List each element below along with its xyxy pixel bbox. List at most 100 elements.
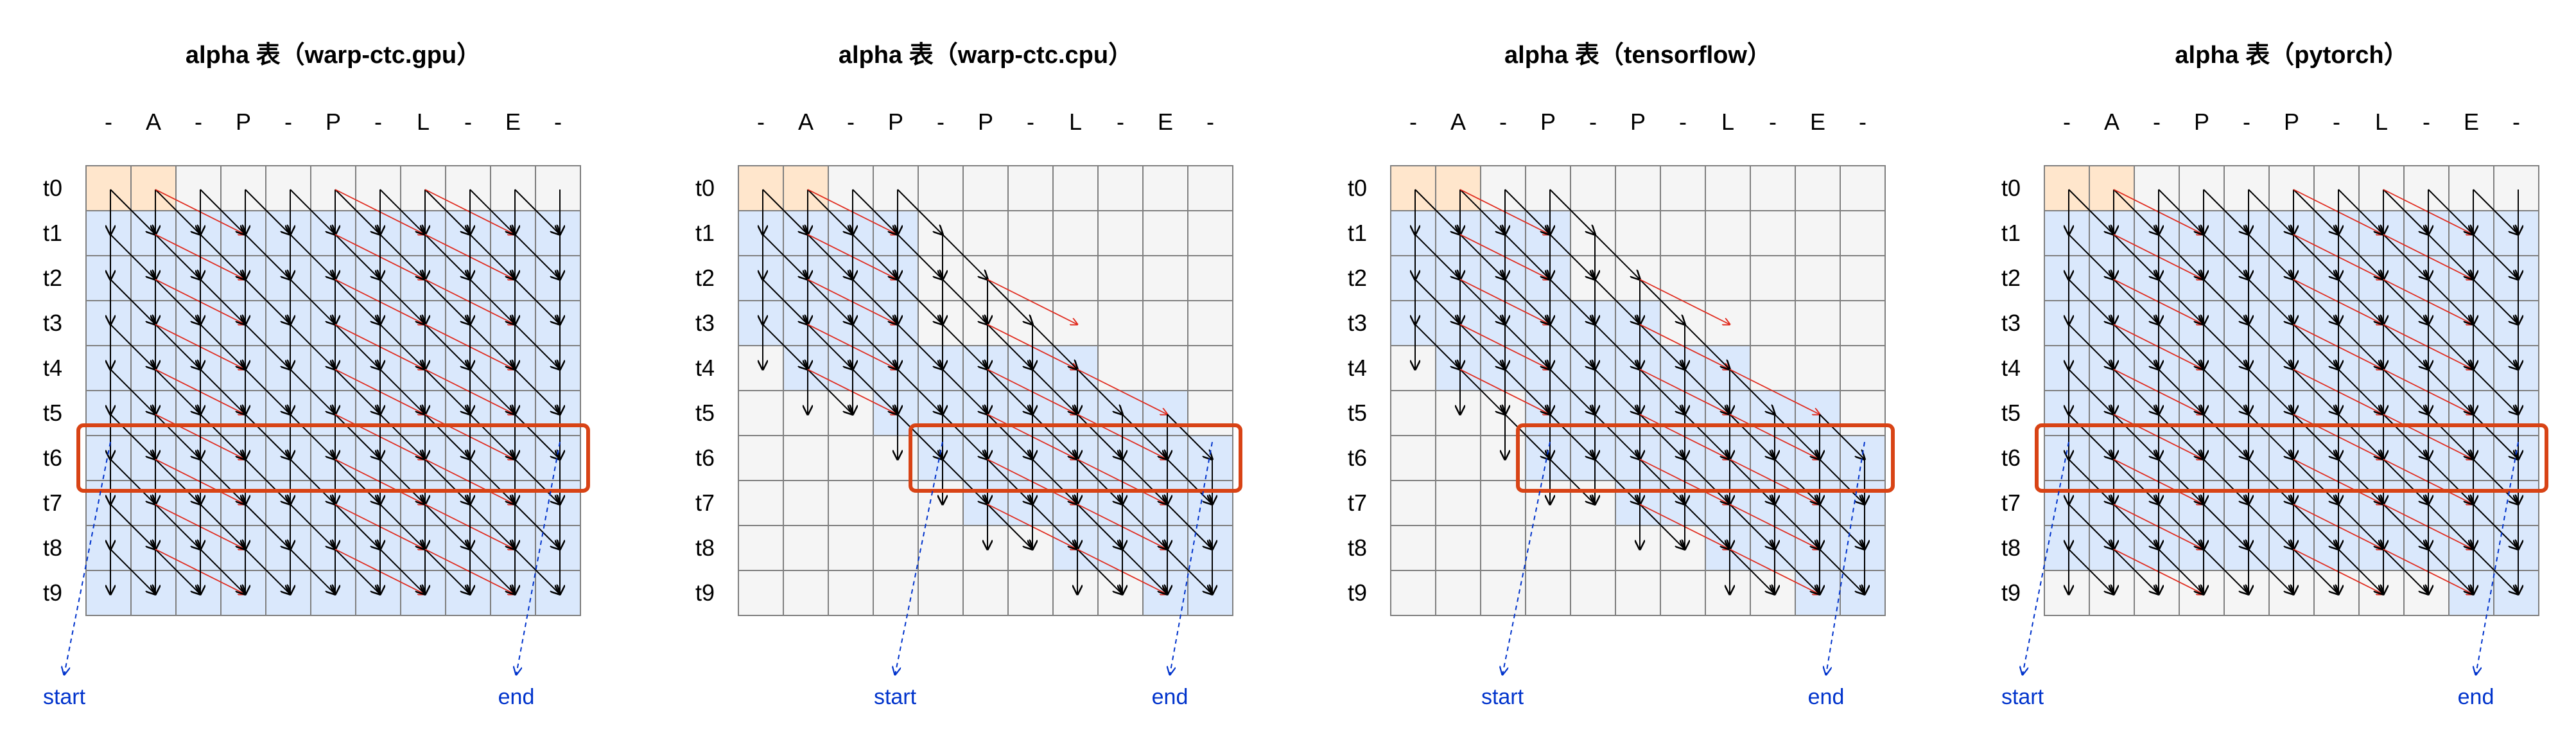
advance-arrow	[807, 279, 853, 324]
time-step-label: t3	[695, 310, 715, 336]
advance-arrow	[290, 369, 335, 414]
advance-arrow	[2113, 189, 2159, 234]
time-step-label: t4	[43, 355, 62, 381]
advance-arrow	[897, 279, 943, 324]
advance-arrow	[1504, 279, 1550, 324]
advance-arrow	[379, 504, 425, 549]
advance-arrow	[2248, 504, 2293, 549]
empty-cell	[1750, 165, 1796, 211]
empty-cell	[783, 480, 829, 526]
advance-arrow	[1504, 234, 1550, 279]
advance-arrow	[1032, 369, 1077, 414]
empty-cell	[1795, 165, 1841, 211]
empty-cell	[738, 435, 784, 481]
label-column-header: P	[2284, 109, 2299, 135]
advance-arrow	[110, 369, 155, 414]
empty-cell	[2493, 165, 2539, 211]
time-step-label: t7	[2001, 490, 2021, 516]
advance-arrow	[1459, 279, 1505, 324]
empty-cell	[1142, 165, 1188, 211]
label-column-header: L	[2375, 109, 2388, 135]
advance-arrow	[2113, 324, 2159, 369]
advance-arrow	[2203, 504, 2249, 549]
advance-arrow	[2248, 234, 2293, 279]
advance-arrow	[155, 414, 200, 459]
advance-arrow	[2338, 189, 2383, 234]
label-column-header: -	[1206, 109, 1214, 135]
advance-arrow	[1459, 324, 1505, 369]
advance-arrow	[290, 549, 335, 594]
advance-arrow	[2428, 369, 2473, 414]
advance-arrow	[1414, 189, 1460, 234]
highlight-time-step-box	[1516, 423, 1895, 493]
empty-cell	[962, 165, 1009, 211]
time-step-label: t6	[2001, 445, 2021, 471]
label-column-header: -	[1589, 109, 1597, 135]
label-column-header: -	[464, 109, 472, 135]
empty-cell	[1705, 255, 1751, 301]
label-column-header: L	[417, 109, 430, 135]
time-step-label: t1	[2001, 220, 2021, 246]
empty-cell	[1795, 345, 1841, 391]
panel-title: alpha 表（warp-ctc.cpu）	[839, 42, 1133, 69]
empty-cell	[1187, 210, 1233, 256]
empty-cell	[1007, 210, 1054, 256]
empty-cell	[1187, 255, 1233, 301]
advance-arrow	[514, 324, 560, 369]
advance-arrow	[110, 414, 155, 459]
advance-arrow	[424, 279, 470, 324]
empty-cell	[1615, 570, 1661, 616]
advance-arrow	[2113, 549, 2159, 594]
advance-arrow	[1594, 324, 1640, 369]
empty-cell	[1187, 390, 1233, 436]
advance-arrow	[200, 459, 245, 504]
advance-arrow	[2248, 369, 2293, 414]
empty-cell	[828, 435, 874, 481]
empty-cell	[1052, 570, 1099, 616]
advance-arrow	[200, 369, 245, 414]
advance-arrow	[762, 234, 808, 279]
advance-arrow	[2113, 414, 2159, 459]
advance-arrow	[2203, 234, 2249, 279]
label-column-header: -	[1027, 109, 1034, 135]
advance-arrow	[2158, 504, 2204, 549]
empty-cell	[1435, 480, 1481, 526]
empty-cell	[828, 480, 874, 526]
advance-arrow	[514, 189, 560, 234]
advance-arrow	[200, 234, 245, 279]
label-column-header: -	[284, 109, 292, 135]
label-column-header: -	[757, 109, 765, 135]
advance-arrow	[155, 279, 200, 324]
advance-arrow	[335, 234, 380, 279]
advance-arrow	[2293, 369, 2338, 414]
advance-arrow	[110, 189, 155, 234]
skip-arrow	[1729, 369, 1820, 414]
end-label: end	[2458, 685, 2494, 709]
empty-cell	[1795, 210, 1841, 256]
empty-cell	[1480, 570, 1526, 616]
advance-arrow	[807, 234, 853, 279]
time-step-label: t5	[2001, 400, 2021, 426]
advance-arrow	[2428, 504, 2473, 549]
highlight-time-step-box	[2035, 423, 2548, 493]
advance-arrow	[1549, 324, 1595, 369]
advance-arrow	[335, 459, 380, 504]
advance-arrow	[200, 549, 245, 594]
advance-arrow	[2383, 414, 2428, 459]
time-step-label: t6	[1348, 445, 1367, 471]
empty-cell	[1435, 570, 1481, 616]
label-column-header: -	[937, 109, 944, 135]
advance-arrow	[2158, 234, 2204, 279]
empty-cell	[1660, 255, 1706, 301]
advance-arrow	[2158, 369, 2204, 414]
advance-arrow	[424, 504, 470, 549]
empty-cell	[783, 525, 829, 571]
advance-arrow	[1077, 414, 1122, 459]
empty-cell	[1097, 165, 1144, 211]
alpha-panel-1: alpha 表（warp-ctc.gpu） - A - P - P - L - E - t0 t1 t2 t3…	[43, 42, 590, 709]
advance-arrow	[1122, 504, 1167, 549]
advance-arrow	[245, 369, 290, 414]
advance-arrow	[1819, 549, 1865, 594]
